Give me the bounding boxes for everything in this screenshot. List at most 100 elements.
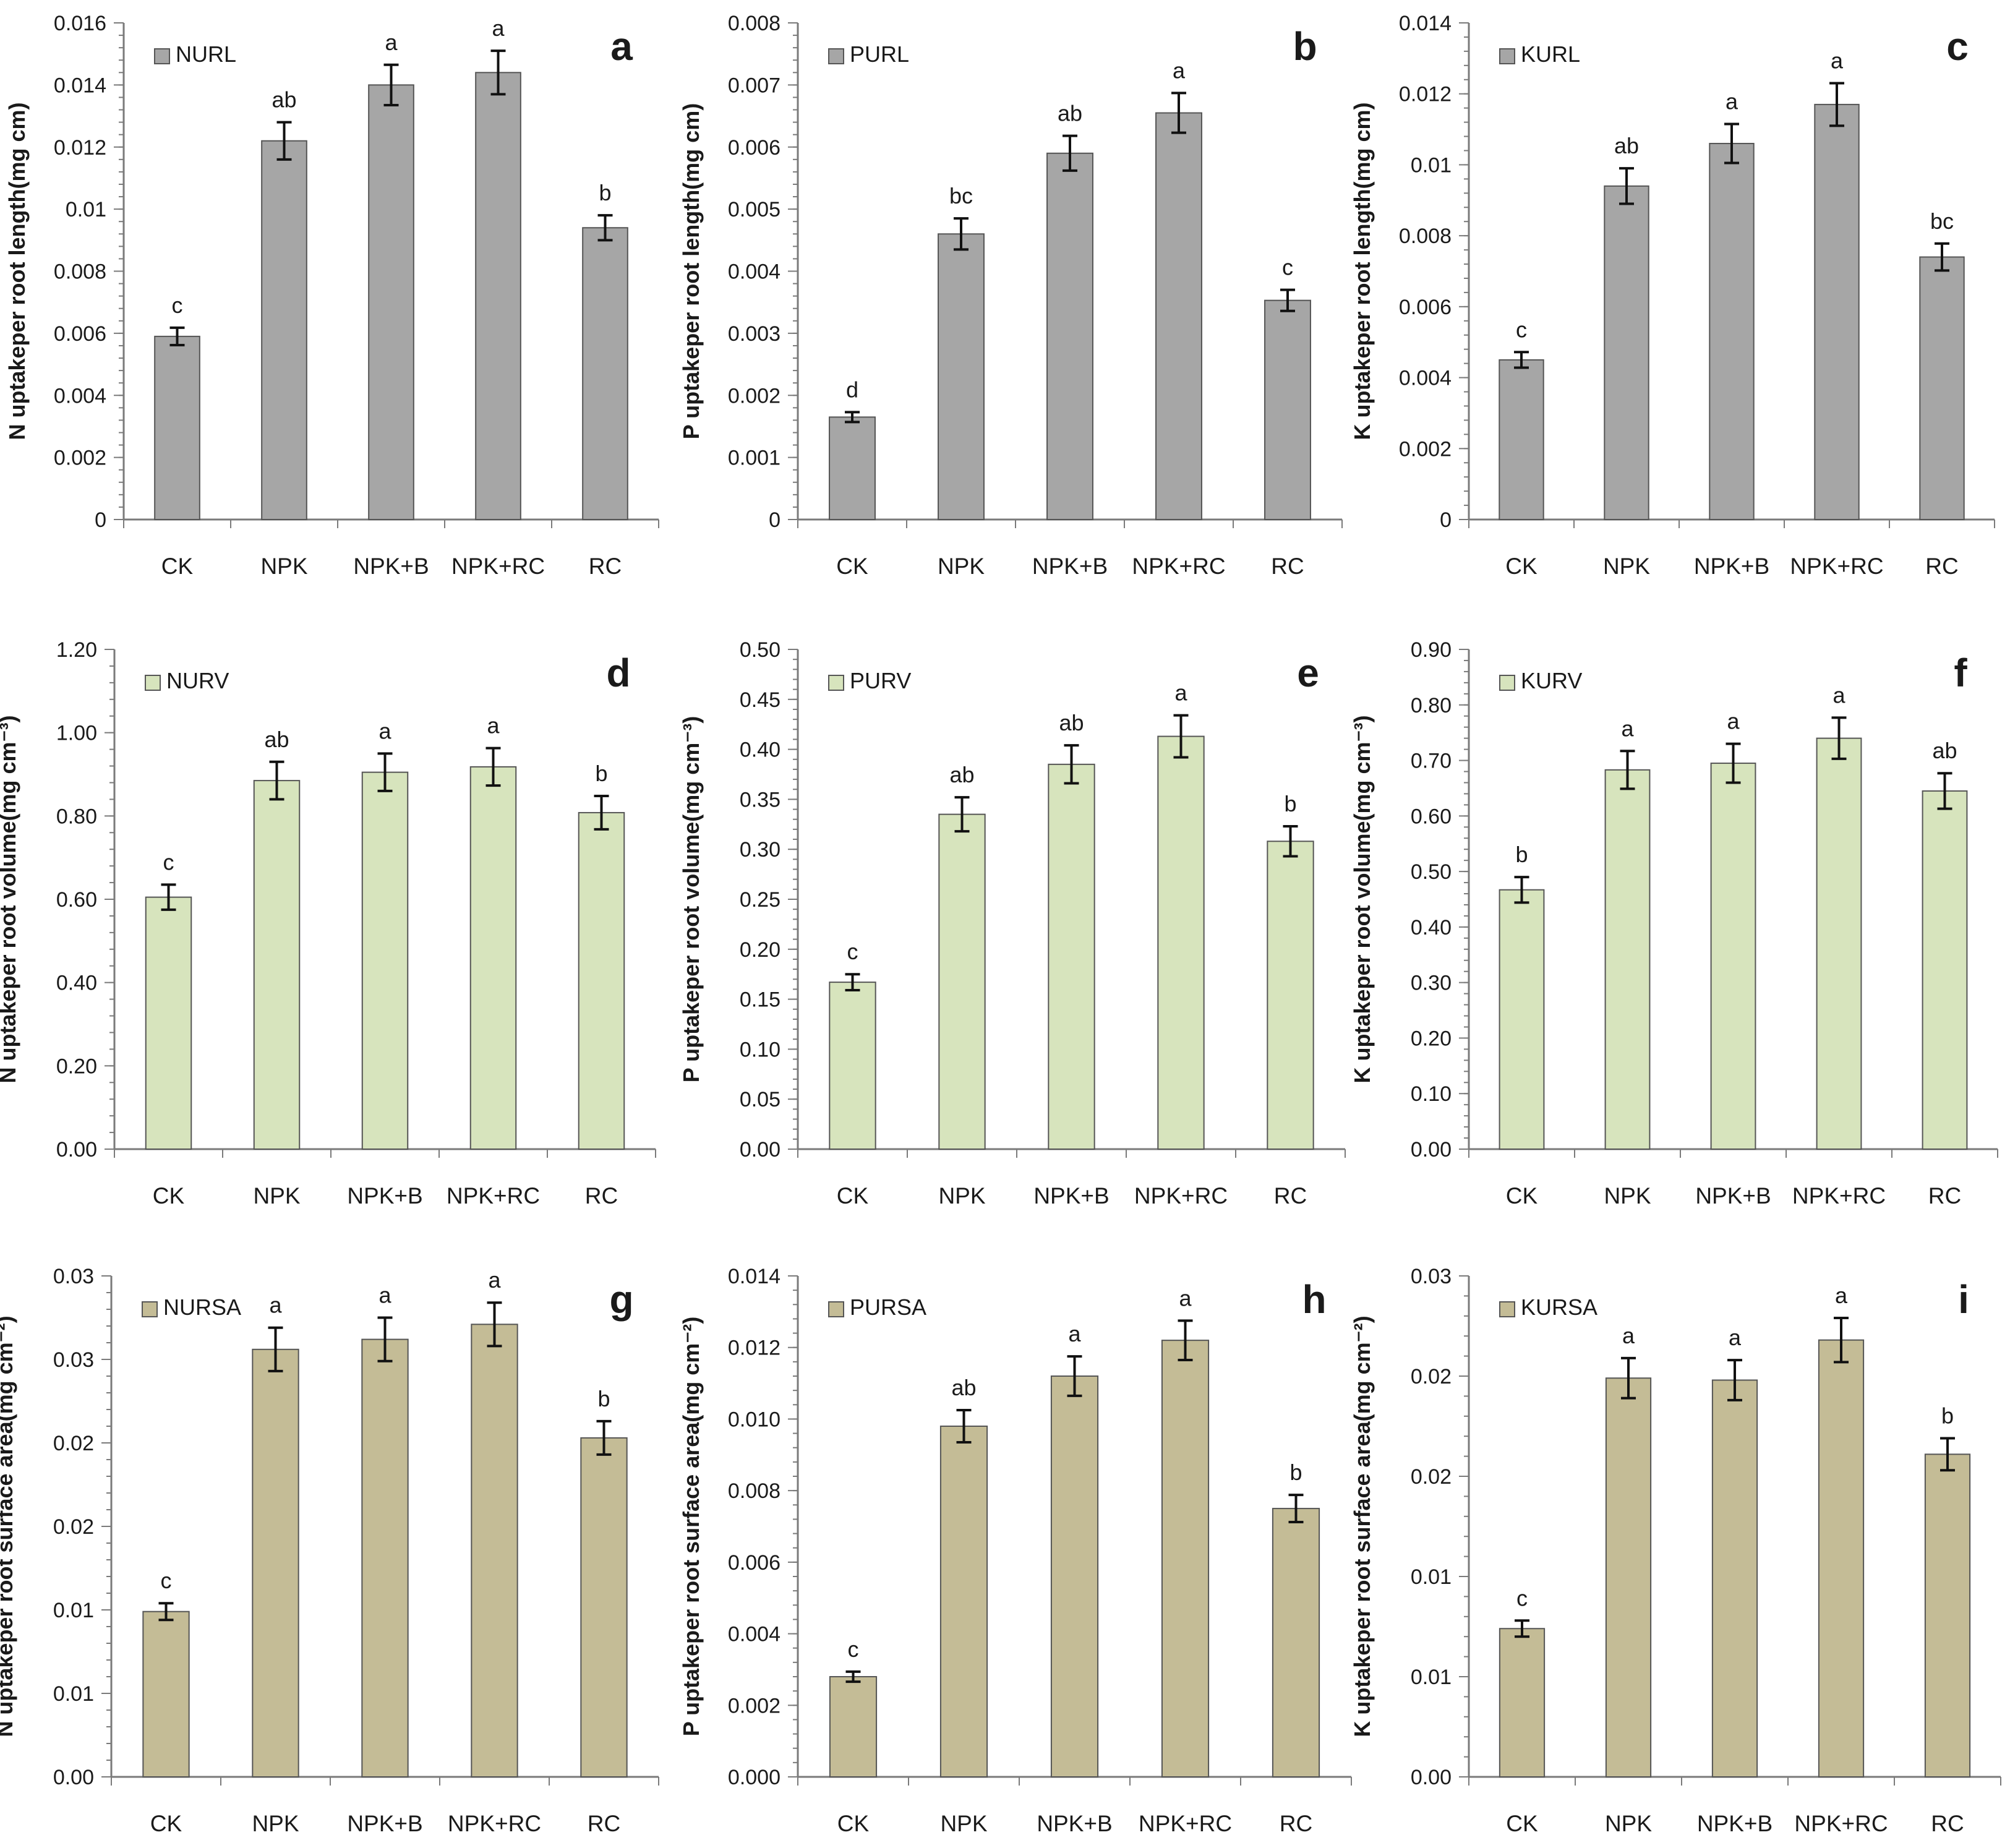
y-tick-label: 0.70 — [1411, 750, 1452, 773]
y-tick-label: 0.30 — [1411, 972, 1452, 995]
category-label: NPK+B — [347, 1811, 422, 1836]
significance-label: bc — [1930, 208, 1954, 234]
chart-panel-d: 0.000.200.400.600.801.001.20cCKabNPKaNPK… — [0, 638, 656, 1208]
y-tick-label: 0.03 — [53, 1265, 94, 1288]
significance-label: a — [492, 15, 505, 41]
bar-NPK — [1604, 769, 1651, 1150]
category-label: NPK+B — [347, 1183, 422, 1208]
chart-panel-h: 0.000 0.002 0.004 0.006 0.008 0.010 0.012 0.014… — [678, 1265, 1352, 1836]
significance-label: a — [269, 1293, 282, 1318]
y-tick-label: 0.60 — [1411, 805, 1452, 828]
y-tick-label: 0.00 — [740, 1138, 780, 1161]
category-label: NPK+B — [1697, 1811, 1773, 1836]
panel-letter: a — [610, 24, 633, 69]
panel-letter: g — [609, 1277, 633, 1322]
y-tick-label: 0.01 — [53, 1682, 94, 1706]
significance-label: a — [1727, 709, 1740, 734]
category-label: NPK+RC — [448, 1811, 541, 1836]
bar-NPK+B — [1046, 152, 1093, 521]
y-tick-label: 0.01 — [66, 198, 106, 221]
bar-NPK — [261, 140, 307, 520]
bar-NPK+B — [361, 771, 409, 1150]
y-axis-title: P uptakeper root volume(mg cm⁻³) — [678, 716, 704, 1082]
bar-RC — [578, 811, 625, 1150]
legend-swatch — [1499, 48, 1515, 64]
y-tick-label: 0.016 — [54, 12, 106, 35]
bar-NPK+B — [1710, 763, 1756, 1150]
legend-swatch — [1499, 675, 1515, 691]
bar-NPK+RC — [1155, 112, 1202, 520]
category-label: NPK — [253, 1183, 300, 1208]
bar-CK — [829, 982, 876, 1150]
y-tick-label: 0.80 — [1411, 694, 1452, 717]
y-tick-label: 0.01 — [1411, 1666, 1452, 1689]
significance-label: b — [595, 761, 607, 786]
bar-CK — [145, 896, 192, 1150]
y-tick-label: 0.20 — [1411, 1027, 1452, 1050]
y-tick-label: 0.014 — [1399, 12, 1452, 35]
bar-NPK+B — [1709, 143, 1755, 520]
legend-swatch — [828, 48, 844, 64]
y-tick-label: 0.40 — [1411, 916, 1452, 939]
y-tick-label: 0.002 — [728, 1694, 780, 1718]
y-axis-title: P uptakeper root surface area(mg cm⁻²) — [678, 1317, 704, 1737]
y-tick-label: 0.40 — [56, 972, 97, 995]
legend-swatch — [828, 1301, 844, 1317]
significance-label: a — [1174, 680, 1187, 706]
significance-label: c — [1516, 1585, 1528, 1611]
chart-panel-e: 0.00 0.05 0.10 0.15 0.20 0.25 0.30 0.35 0.40 0.45… — [678, 638, 1346, 1208]
category-label: NPK+B — [1695, 1183, 1771, 1208]
legend-label: NURL — [176, 41, 236, 67]
category-label: NPK+RC — [1134, 1183, 1228, 1208]
category-label: RC — [1271, 554, 1304, 579]
category-label: NPK+RC — [1132, 554, 1225, 579]
legend-swatch — [145, 675, 161, 691]
legend-label: NURV — [166, 668, 229, 693]
significance-label: ab — [1059, 710, 1084, 735]
y-tick-label: 0.25 — [740, 888, 780, 912]
y-axis-title: N uptakeper root length(mg cm) — [4, 102, 30, 440]
bar-NPK+RC — [475, 72, 521, 521]
bar-CK — [142, 1611, 190, 1777]
y-tick-label: 0.004 — [728, 260, 780, 284]
y-tick-label: 0.000 — [728, 1766, 780, 1789]
y-axis-title: K uptakeper root surface area(mg cm⁻²) — [1349, 1315, 1375, 1737]
y-tick-label: 0.05 — [740, 1088, 780, 1111]
category-label: CK — [837, 1811, 870, 1836]
category-label: NPK — [1604, 1183, 1651, 1208]
bar-NPK — [938, 813, 986, 1150]
legend-label: PURL — [850, 41, 909, 67]
y-tick-label: 0.002 — [1399, 437, 1452, 461]
bar-RC — [580, 1437, 628, 1777]
bar-NPK — [1605, 1377, 1652, 1777]
significance-label: c — [161, 1568, 172, 1593]
category-label: NPK — [260, 554, 307, 579]
y-tick-label: 0.002 — [728, 384, 780, 408]
bar-RC — [1264, 299, 1311, 520]
bar-CK — [154, 335, 200, 520]
category-label: NPK+RC — [447, 1183, 540, 1208]
legend-label: PURV — [850, 668, 911, 693]
bar-CK — [829, 1676, 878, 1777]
category-label: CK — [836, 554, 868, 579]
category-label: NPK+B — [1032, 554, 1108, 579]
bar-CK — [1499, 889, 1545, 1150]
panel-letter: d — [606, 651, 630, 695]
y-tick-label: 0.008 — [1399, 225, 1452, 248]
significance-label: ab — [949, 762, 974, 787]
panel-letter: h — [1302, 1277, 1326, 1322]
legend-swatch — [154, 48, 170, 64]
bar-NPK — [939, 1426, 988, 1777]
y-tick-label: 0.20 — [740, 938, 780, 962]
significance-label: c — [1516, 317, 1527, 342]
y-tick-label: 0.006 — [1399, 296, 1452, 319]
significance-label: b — [597, 1386, 610, 1411]
bar-CK — [829, 416, 876, 520]
category-label: CK — [1505, 554, 1537, 579]
category-label: NPK+B — [1033, 1183, 1109, 1208]
panel-letter: c — [1946, 24, 1969, 69]
significance-label: d — [846, 377, 858, 402]
bar-RC — [1924, 1453, 1971, 1778]
significance-label: c — [1282, 255, 1293, 280]
chart-panel-i: 0.00 0.01 0.01 0.02 0.02 0.03 c CK a NPK a NPK+B a NP… — [1349, 1265, 2001, 1836]
